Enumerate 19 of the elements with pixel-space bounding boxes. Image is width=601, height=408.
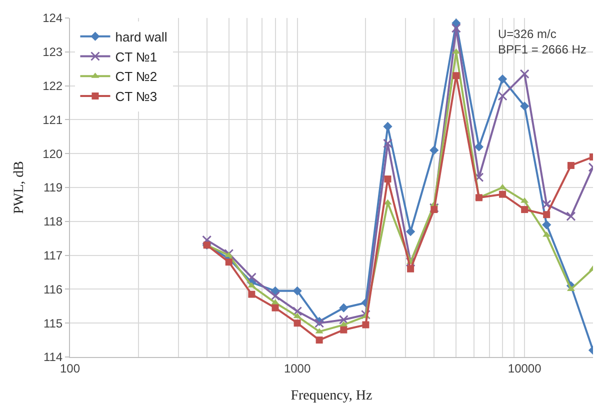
x-tick-label: 10000	[508, 361, 542, 376]
y-tick-label: 124	[42, 11, 63, 26]
y-tick-label: 119	[43, 180, 63, 195]
y-tick-label: 118	[43, 214, 63, 229]
annotation: U=326 m/c BPF1 = 2666 Hz	[498, 27, 586, 57]
y-tick-label: 121	[42, 112, 63, 127]
legend-label: CT №2	[115, 69, 158, 84]
legend-label: CT №3	[115, 89, 158, 104]
legend-label: CT №1	[115, 49, 158, 64]
y-tick-label: 122	[42, 79, 63, 93]
y-tick-label: 116	[43, 282, 63, 296]
y-axis-title: PWL, dB	[12, 161, 28, 214]
legend-label: hard wall	[115, 29, 168, 44]
x-tick-label: 1000	[284, 361, 311, 376]
x-axis-title: Frequency, Hz	[290, 388, 372, 404]
y-tick-label: 115	[43, 316, 63, 330]
y-tick-label: 117	[43, 248, 63, 262]
y-tick-label: 123	[42, 45, 63, 60]
y-tick-label: 120	[42, 146, 63, 161]
